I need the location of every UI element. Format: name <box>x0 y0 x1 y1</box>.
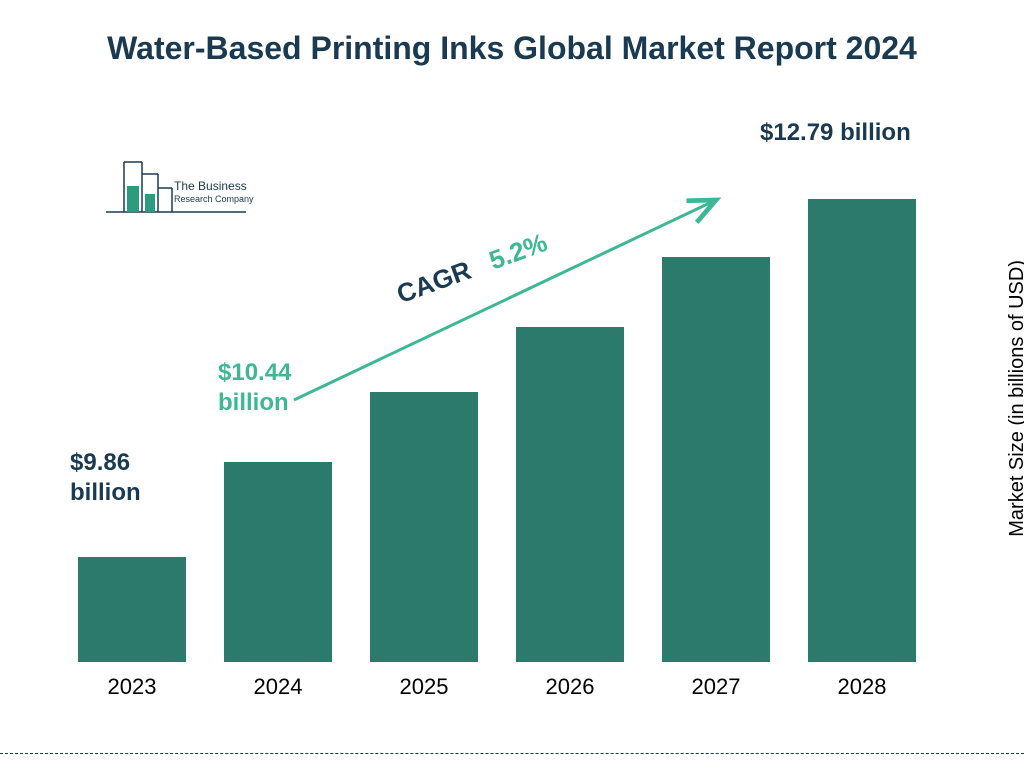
bar-wrap <box>364 392 484 662</box>
bar <box>662 257 770 662</box>
value-label: $12.79 billion <box>760 118 911 148</box>
bar <box>808 199 916 662</box>
bar-wrap <box>510 327 630 662</box>
value-label: $9.86 billion <box>70 448 141 508</box>
bar-wrap <box>802 199 922 662</box>
bar-wrap <box>218 462 338 662</box>
x-tick-label: 2024 <box>218 674 338 700</box>
footer-divider <box>0 753 1024 754</box>
value-label: $10.44 billion <box>218 358 291 418</box>
bar <box>370 392 478 662</box>
x-tick-label: 2026 <box>510 674 630 700</box>
x-tick-label: 2023 <box>72 674 192 700</box>
chart-title: Water-Based Printing Inks Global Market … <box>0 0 1024 68</box>
bar <box>224 462 332 662</box>
bar-wrap <box>72 557 192 662</box>
x-tick-label: 2025 <box>364 674 484 700</box>
x-tick-label: 2028 <box>802 674 922 700</box>
chart-area: 2023 2024 2025 2026 2027 2028 <box>72 140 922 700</box>
bar-wrap <box>656 257 776 662</box>
bar <box>516 327 624 662</box>
bar <box>78 557 186 662</box>
x-axis-labels: 2023 2024 2025 2026 2027 2028 <box>72 674 922 700</box>
x-tick-label: 2027 <box>656 674 776 700</box>
y-axis-label: Market Size (in billions of USD) <box>1006 260 1024 537</box>
